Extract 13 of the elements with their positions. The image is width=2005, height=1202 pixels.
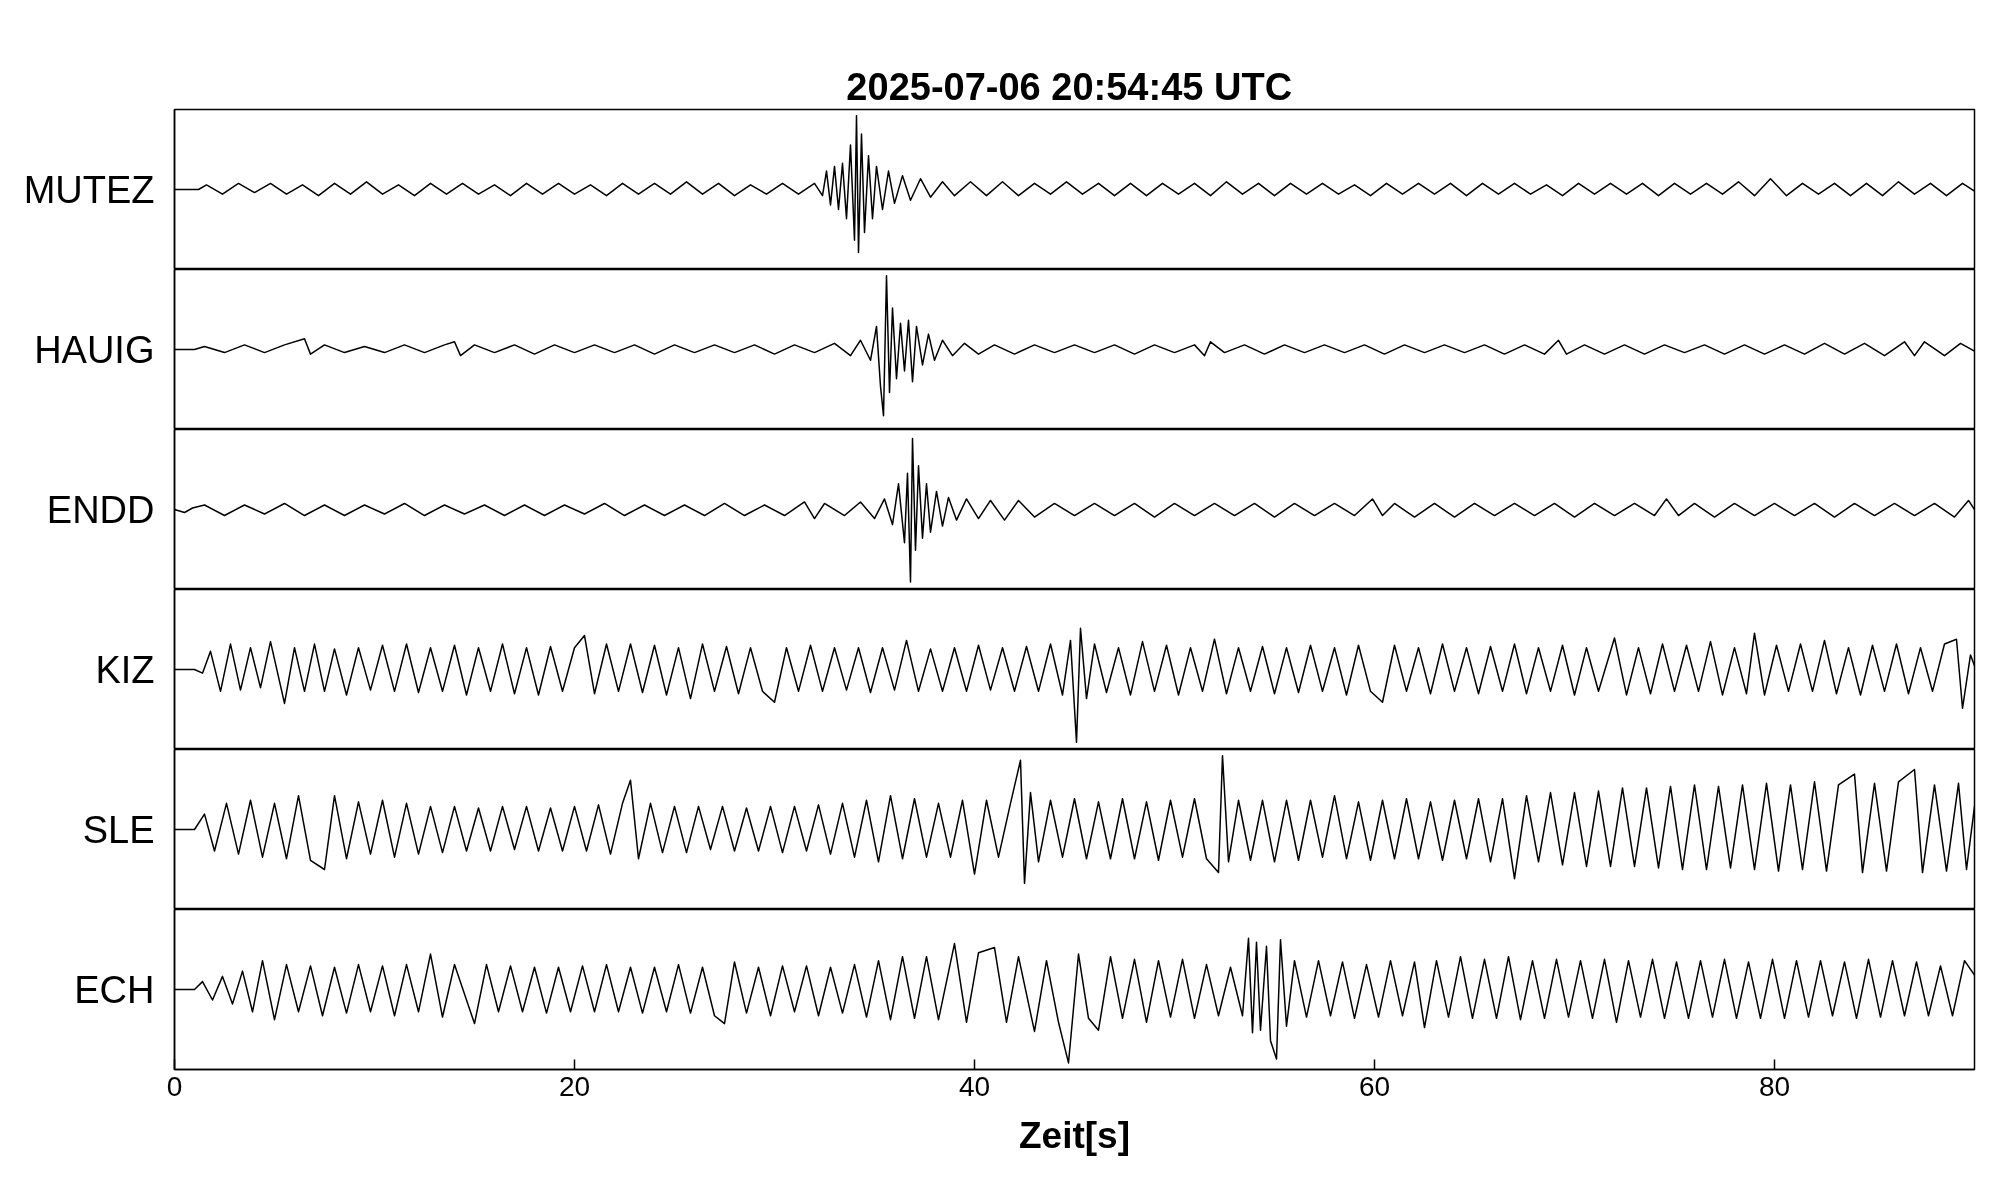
y-axis-title: KIZ <box>95 648 155 691</box>
chart-title: 2025-07-06 20:54:45 UTC <box>846 65 1293 108</box>
y-axis-title: SLE <box>82 808 155 851</box>
x-tick-label: 60 <box>1358 1070 1391 1102</box>
y-axis-title: ENDD <box>46 488 155 531</box>
y-axis-title: HAUIG <box>34 328 155 371</box>
x-tick-label: 40 <box>958 1070 991 1102</box>
x-tick-label: 20 <box>558 1070 591 1102</box>
y-axis-title: MUTEZ <box>23 168 155 211</box>
x-axis-title: Zeit[s] <box>1019 1114 1130 1156</box>
y-axis-title: ECH <box>74 968 155 1011</box>
x-tick-label: 80 <box>1758 1070 1791 1102</box>
x-tick-label: 0 <box>166 1070 183 1102</box>
